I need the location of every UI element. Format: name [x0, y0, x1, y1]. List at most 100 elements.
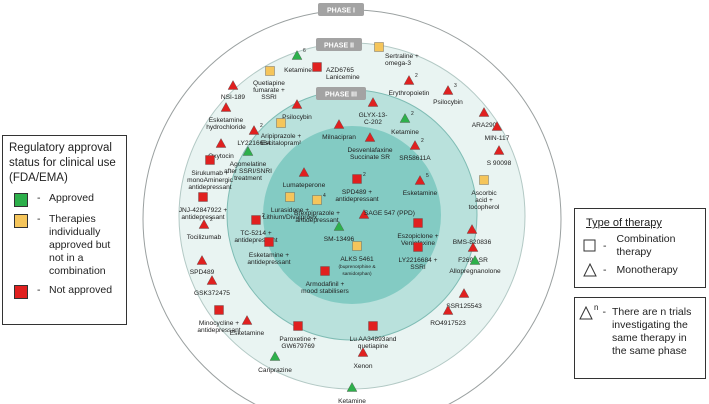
- therapy-item: 3 Psilocybin: [433, 83, 463, 106]
- therapy-label: after SSRI/SNRI: [224, 168, 272, 175]
- therapy-label: Agomelatine: [230, 161, 267, 168]
- monotherapy-marker: [333, 221, 345, 231]
- combination-marker: [251, 215, 261, 225]
- therapy-item: Xenon: [353, 347, 373, 370]
- therapy-label: Aripiprazole +: [261, 133, 302, 140]
- combination-marker: [352, 241, 362, 251]
- therapy-label: Brexpiprazole +: [294, 210, 340, 217]
- combination-marker: [320, 266, 330, 276]
- therapy-label: Psilocybin: [433, 99, 463, 106]
- therapy-label: GLYX-13-: [359, 112, 388, 119]
- therapy-label: BMS-820836: [453, 239, 492, 246]
- legend-combination: - Combination therapy: [583, 233, 705, 259]
- therapy-item: JNJ-42847922 +antidepressant: [179, 192, 227, 221]
- therapy-item: Sertraline +omega-3: [374, 42, 419, 67]
- therapy-item: Cariprazine: [258, 351, 292, 374]
- trial-count: 2: [415, 73, 418, 79]
- therapy-label: antidepressant: [181, 214, 224, 221]
- therapy-label: (buprenorphine &: [338, 264, 376, 270]
- therapy-label: Quetiapine: [253, 80, 285, 87]
- therapy-label: SAGE 547 (PPD): [364, 210, 415, 217]
- therapy-label: Escitalopram²: [261, 140, 302, 147]
- therapy-label: SR58611A: [399, 155, 431, 162]
- combination-marker: [368, 321, 378, 331]
- monotherapy-marker: [364, 132, 376, 142]
- legend-dash: -: [37, 284, 41, 296]
- therapy-label: Ketamine: [338, 398, 366, 404]
- trials-legend-text: There are n trials investigating the sam…: [611, 306, 692, 357]
- therapy-label: Ketamine: [284, 67, 312, 74]
- combination-marker: [198, 192, 208, 202]
- therapy-item: 5 Esketamine: [403, 173, 438, 197]
- therapy-label: RO4917523: [430, 320, 466, 327]
- combination-marker: [214, 305, 224, 315]
- therapy-label: Ketamine: [391, 129, 419, 136]
- monotherapy-marker: [491, 121, 503, 131]
- phase-2-tab: PHASE II: [316, 38, 362, 51]
- therapy-label: Milnacipran: [322, 134, 356, 141]
- therapy-label: Esketamine +: [249, 252, 289, 259]
- combination-marker: [265, 66, 275, 76]
- monotherapy-marker: [248, 125, 260, 135]
- trial-count: 2: [363, 172, 366, 178]
- phase-1-label: PHASE I: [327, 8, 355, 15]
- monotherapy-marker: [242, 146, 254, 156]
- combination-marker: [285, 192, 295, 202]
- combination-marker: [374, 42, 384, 52]
- not-approved-swatch: [14, 285, 28, 299]
- legend-dash: -: [37, 213, 41, 225]
- monotherapy-marker: [206, 275, 218, 285]
- monotherapy-marker: [493, 145, 505, 155]
- therapy-item: Paroxetine +GW679769: [279, 321, 317, 350]
- therapy-label: C-202: [364, 119, 382, 126]
- therapy-item: MIN-117: [485, 121, 510, 142]
- therapy-label: SPD489: [190, 269, 215, 276]
- phase-2-label: PHASE II: [324, 43, 354, 50]
- therapy-label: Eszopiclone +: [397, 233, 438, 240]
- legend-not-approved-text: Not approved: [49, 284, 113, 296]
- therapy-label: Esketamine: [403, 190, 438, 197]
- therapy-label: antidepressant: [197, 327, 240, 334]
- monotherapy-marker: [241, 315, 253, 325]
- therapy-label: ARA290: [472, 122, 497, 129]
- trial-count: 4: [323, 193, 326, 199]
- therapy-item: Esketamine: [230, 315, 265, 337]
- therapy-label: Oxytocin: [208, 153, 234, 160]
- monotherapy-marker: [409, 140, 421, 150]
- trial-count: 2: [262, 213, 265, 219]
- therapy-label: antidepressant: [295, 217, 338, 224]
- combination-marker: [293, 321, 303, 331]
- monotherapy-marker: [357, 347, 369, 357]
- therapy-item: Lumateperone: [283, 167, 326, 189]
- therapy-label: Lurasidone +: [271, 207, 309, 214]
- therapy-label: SM-13496: [324, 236, 355, 243]
- legend-combination-text: Combination therapy: [616, 233, 676, 258]
- therapy-label: samidorphan): [342, 271, 372, 277]
- legend-dash: -: [602, 306, 606, 318]
- legend-dash: -: [603, 239, 607, 252]
- therapy-item: 6 Ketamine: [284, 48, 312, 74]
- monotherapy-marker: [227, 80, 239, 90]
- therapy-label: Xenon: [353, 363, 372, 370]
- trial-count: 5: [426, 173, 429, 179]
- legend-individually-approved-text: Therapies individually approved but not …: [49, 213, 111, 277]
- phase-3-label: PHASE III: [325, 92, 357, 99]
- legend-individually-approved: - Therapies individually approved but no…: [9, 213, 120, 278]
- regulatory-legend-title: Regulatory approval status for clinical …: [9, 142, 116, 184]
- therapy-label: SSRI: [410, 264, 426, 271]
- therapy-label: Minocycline +: [199, 320, 239, 327]
- monotherapy-marker: [298, 167, 310, 177]
- combination-marker: [264, 237, 274, 247]
- phase-3-tab: PHASE III: [316, 87, 366, 100]
- therapy-label: treatment: [234, 175, 262, 182]
- therapy-label: quetiapine: [358, 343, 389, 350]
- therapy-label: Armodafinil +: [306, 281, 345, 288]
- monotherapy-marker: [469, 255, 481, 265]
- therapy-label: Esketamine: [230, 330, 265, 337]
- trials-count-legend: n - There are n trials investigating the…: [574, 297, 706, 379]
- therapy-item: Ketamine: [338, 382, 366, 404]
